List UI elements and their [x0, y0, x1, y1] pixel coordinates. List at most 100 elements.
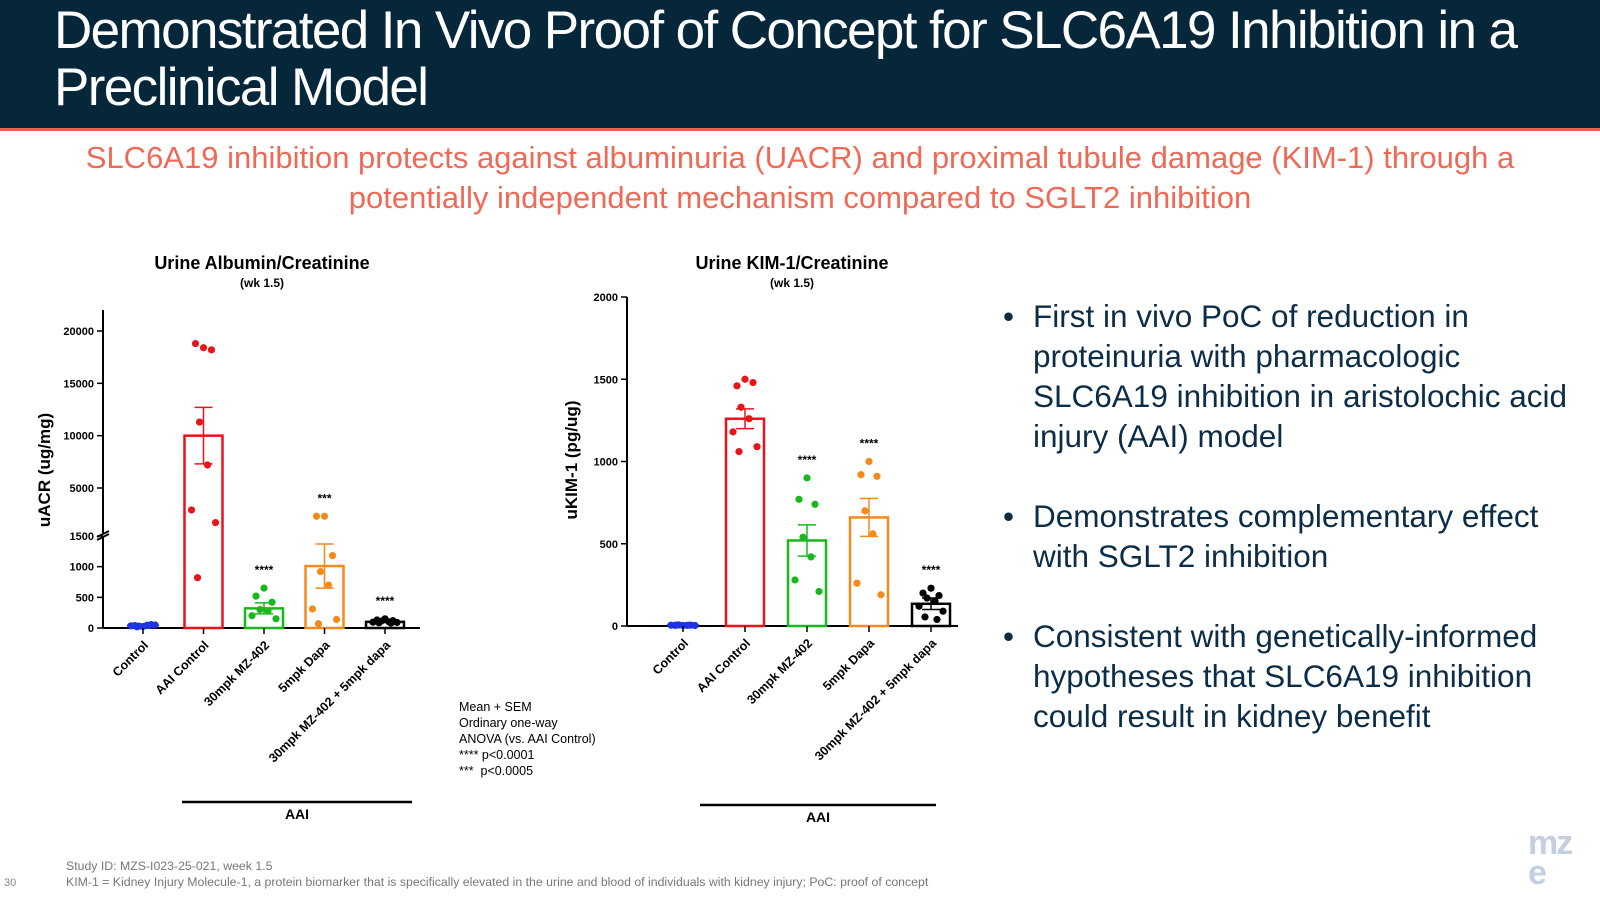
stats-note: Mean + SEM Ordinary one-way ANOVA (vs. A…	[459, 699, 596, 779]
company-logo: mz e	[1528, 824, 1573, 892]
data-point	[737, 403, 745, 411]
data-point	[685, 621, 693, 629]
data-point	[729, 428, 737, 436]
bullet-text: Consistent with genetically-informed hyp…	[1033, 618, 1538, 734]
stats-note-line: Ordinary one-way	[459, 716, 558, 730]
data-point	[915, 602, 923, 610]
data-point	[811, 500, 819, 508]
data-point	[935, 591, 943, 600]
data-point	[193, 574, 202, 582]
bullet-item: • Consistent with genetically-informed hy…	[1003, 616, 1583, 736]
stats-note-line: **** p<0.0001	[459, 748, 535, 762]
data-point	[799, 533, 807, 541]
y-tick-label: 10000	[63, 431, 94, 443]
x-tick-label: 30mpk MZ-402 + 5mpk dapa	[812, 635, 940, 763]
data-point	[815, 587, 823, 596]
data-point	[865, 457, 873, 466]
charts-canvas: Urine Albumin/Creatinine (wk 1.5) uACR (ug…	[35, 253, 958, 825]
data-point	[933, 615, 941, 624]
data-point	[312, 512, 321, 520]
y-tick-label: 0	[88, 623, 94, 635]
chart-subtitle: (wk 1.5)	[770, 276, 814, 290]
x-tick-label: 30mpk MZ-402	[201, 638, 272, 709]
data-point	[803, 474, 811, 482]
y-tick-label: 1000	[70, 562, 94, 574]
data-point	[203, 461, 212, 469]
bullet-item: • First in vivo PoC of reduction in prote…	[1003, 296, 1583, 456]
data-point	[324, 581, 333, 589]
bullet-list: • First in vivo PoC of reduction in prote…	[1003, 296, 1583, 776]
data-point	[256, 606, 264, 614]
data-point	[869, 530, 877, 538]
data-point	[931, 597, 939, 605]
data-point	[873, 472, 881, 480]
data-point	[211, 518, 220, 527]
data-point	[733, 382, 741, 390]
data-point	[857, 471, 865, 479]
stats-note-line: Mean + SEM	[459, 700, 532, 714]
data-point	[145, 621, 153, 630]
data-point	[207, 346, 216, 354]
data-point	[248, 612, 256, 620]
y-tick-label: 0	[612, 621, 618, 633]
y-tick-label: 1500	[70, 531, 94, 543]
x-tick-label: Control	[110, 638, 151, 679]
data-point	[260, 584, 268, 592]
significance-label: ****	[860, 437, 879, 451]
bullet-dot: •	[1003, 298, 1015, 334]
data-point	[861, 507, 869, 515]
y-tick-label: 5000	[70, 483, 94, 495]
axis-break-mark	[96, 533, 110, 541]
data-point	[791, 576, 799, 584]
data-point	[927, 584, 935, 592]
stats-note-line: *** p<0.0005	[459, 764, 534, 778]
chart-title: Urine KIM-1/Creatinine	[695, 253, 888, 273]
footnotes: Study ID: MZS-I023-25-021, week 1.5 KIM-…	[66, 858, 928, 890]
data-point	[264, 607, 272, 615]
data-point	[369, 618, 377, 626]
significance-label: ****	[922, 563, 941, 577]
data-point	[921, 613, 929, 621]
stats-note-line: ANOVA (vs. AAI Control)	[459, 732, 596, 746]
bullet-text: Demonstrates complementary effect with S…	[1033, 498, 1539, 574]
data-point	[320, 512, 329, 520]
data-point	[387, 619, 395, 627]
data-point	[735, 448, 743, 456]
x-tick-label: 30mpk MZ-402 + 5mpk dapa	[266, 637, 394, 765]
data-point	[795, 495, 803, 503]
bullet-text: First in vivo PoC of reduction in protei…	[1033, 298, 1568, 454]
data-point	[151, 621, 159, 629]
bullet-dot: •	[1003, 498, 1015, 534]
data-point	[314, 620, 323, 628]
chart-title: Urine Albumin/Creatinine	[154, 253, 369, 273]
data-point	[923, 594, 931, 602]
significance-label: ****	[376, 594, 395, 608]
data-point	[272, 615, 280, 623]
x-tick-label: AAI Control	[153, 638, 212, 697]
y-tick-label: 1000	[594, 457, 618, 469]
data-point	[127, 622, 135, 630]
data-point	[268, 598, 276, 606]
data-point	[741, 375, 749, 383]
y-tick-label: 1500	[594, 374, 618, 386]
data-point	[187, 506, 196, 514]
data-point	[191, 339, 200, 348]
x-tick-label: 30mpk MZ-402	[744, 636, 815, 707]
data-point	[393, 618, 401, 627]
x-tick-label: AAI Control	[694, 636, 753, 695]
data-point	[252, 592, 260, 600]
significance-label: ****	[798, 453, 817, 467]
group-label: AAI	[806, 809, 830, 825]
data-point	[332, 615, 341, 624]
data-point	[328, 552, 337, 560]
data-point	[195, 418, 204, 426]
slide-subtitle: SLC6A19 inhibition protects against albu…	[85, 140, 1515, 215]
data-point	[853, 579, 861, 587]
y-axis-label: uKIM-1 (pg/ug)	[562, 401, 581, 520]
bullet-item: • Demonstrates complementary effect with …	[1003, 496, 1583, 576]
data-point	[753, 443, 761, 451]
page-number: 30	[4, 877, 17, 889]
data-point	[375, 619, 383, 627]
data-point	[877, 591, 885, 599]
data-point	[316, 567, 325, 576]
